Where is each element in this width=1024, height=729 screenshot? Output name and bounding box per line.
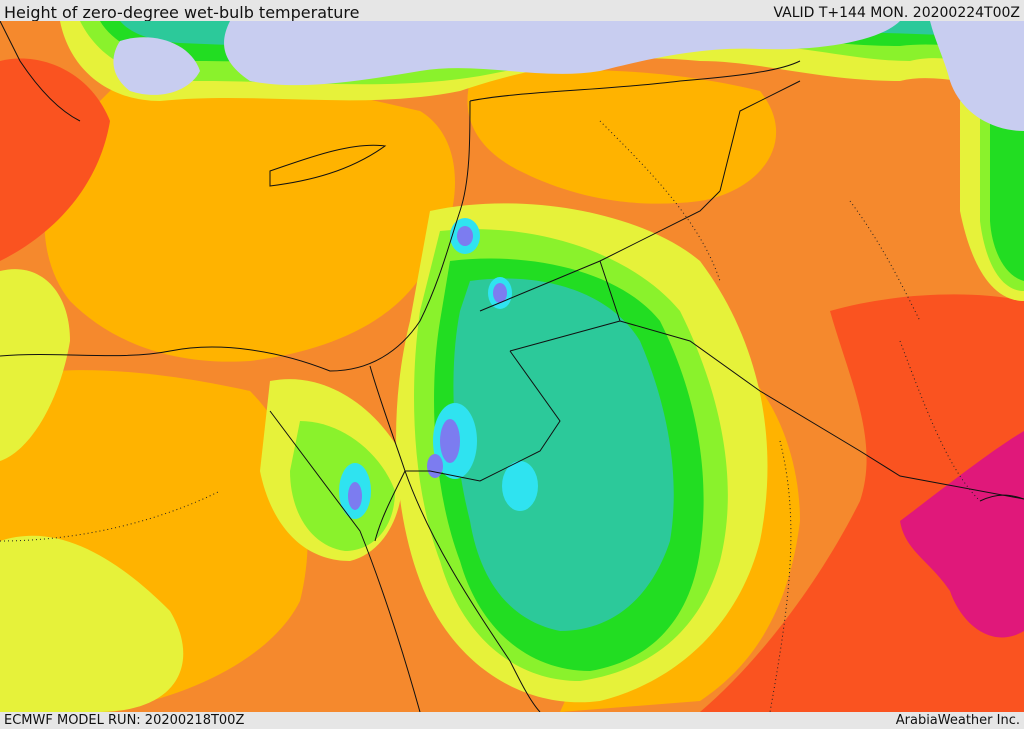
green-east	[990, 116, 1024, 281]
cyan-pocket-2	[502, 461, 538, 511]
magenta-zone	[900, 431, 1024, 638]
lavender-nw	[113, 37, 200, 95]
map-title: Height of zero-degree wet-bulb temperatu…	[4, 3, 360, 21]
violet-low-4	[457, 226, 473, 246]
yellow-band-delta	[0, 269, 70, 461]
amber-zone-west	[44, 74, 456, 362]
header-bar: Height of zero-degree wet-bulb temperatu…	[0, 0, 1024, 21]
model-run: ECMWF MODEL RUN: 20200218T00Z	[4, 713, 245, 728]
valid-time: VALID T+144 MON. 20200224T00Z	[773, 5, 1020, 21]
violet-low-2	[348, 482, 362, 510]
lavender-north	[224, 21, 901, 86]
footer-bar: ECMWF MODEL RUN: 20200218T00Z ArabiaWeat…	[0, 712, 1024, 729]
violet-low-5	[427, 454, 443, 478]
amber-zone-levant	[467, 70, 777, 204]
yellow-band-egypt-south	[0, 535, 184, 712]
map-canvas	[0, 21, 1024, 712]
red-zone-mediterranean	[0, 58, 110, 261]
violet-low-1	[440, 419, 460, 463]
credit-text: ArabiaWeather Inc.	[895, 713, 1020, 728]
lavender-northeast	[930, 21, 1024, 131]
weather-map[interactable]	[0, 21, 1024, 712]
teal-jordan	[453, 278, 674, 631]
red-zone-iraq	[700, 294, 1024, 712]
internal-borders	[0, 120, 981, 712]
violet-low-3	[493, 283, 507, 303]
borders	[405, 80, 1024, 500]
coastlines	[0, 21, 1024, 712]
